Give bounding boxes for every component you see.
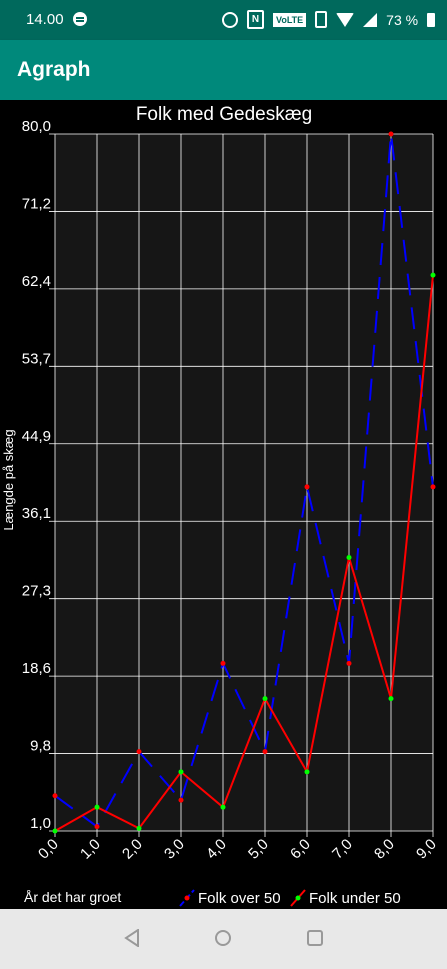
data-point xyxy=(430,484,436,490)
x-tick-label: 4,0 xyxy=(203,836,230,863)
data-point xyxy=(52,793,58,799)
data-point xyxy=(304,484,310,490)
y-tick-label: 62,4 xyxy=(22,273,51,290)
plot-background xyxy=(55,134,433,831)
data-point xyxy=(136,825,142,831)
x-axis-label: År det har groet xyxy=(24,889,121,905)
data-point xyxy=(430,272,436,278)
y-tick-label: 9,8 xyxy=(30,738,51,755)
nav-recents-icon[interactable] xyxy=(307,929,323,947)
app-title: Agraph xyxy=(17,58,91,81)
nfc-icon: N xyxy=(247,10,264,29)
y-tick-label: 1,0 xyxy=(30,815,51,832)
data-point xyxy=(52,828,58,834)
data-point xyxy=(136,749,142,755)
data-point xyxy=(178,797,184,803)
series-line-1 xyxy=(54,133,434,829)
legend-label: Folk over 50 xyxy=(198,890,281,907)
data-point xyxy=(346,660,352,666)
data-point xyxy=(388,131,394,137)
battery-icon xyxy=(427,12,436,27)
y-tick-label: 18,6 xyxy=(22,660,51,677)
legend-label: Folk under 50 xyxy=(309,890,401,907)
legend-marker xyxy=(295,895,301,901)
line-chart: Folk med Gedeskæg Længde på skæg 1,09,81… xyxy=(1,104,440,907)
y-tick-label: 53,7 xyxy=(22,350,51,367)
x-tick-label: 8,0 xyxy=(371,836,398,863)
vibrate-icon xyxy=(315,11,328,28)
data-point xyxy=(220,804,226,810)
data-point xyxy=(346,554,352,560)
x-tick-label: 7,0 xyxy=(329,836,356,863)
status-icons: N VoLTE 73 % xyxy=(222,10,436,29)
series-lines xyxy=(54,133,434,832)
x-tick-label: 3,0 xyxy=(161,836,188,863)
x-tick-label: 5,0 xyxy=(245,836,272,863)
legend: Folk over 50 Folk under 50 xyxy=(179,889,401,907)
wifi-icon xyxy=(336,12,355,27)
data-point xyxy=(304,769,310,775)
data-point xyxy=(94,804,100,810)
signal-icon xyxy=(363,12,378,27)
x-tick-labels: 0,0 1,0 2,0 3,0 4,0 5,0 6,0 7,0 8,0 9,0 xyxy=(35,836,440,863)
x-tick-label: 1,0 xyxy=(77,836,104,863)
volte-icon: VoLTE xyxy=(273,12,307,27)
legend-marker xyxy=(184,895,190,901)
nav-home-icon[interactable] xyxy=(214,929,232,947)
navigation-bar xyxy=(0,909,447,969)
x-tick-label: 6,0 xyxy=(287,836,314,863)
status-bar: 14.00 N VoLTE 73 % xyxy=(0,0,447,40)
y-tick-label: 71,2 xyxy=(22,195,51,212)
y-tick-labels: 1,0 9,8 18,6 27,3 36,1 44,9 53,7 62,4 71,2 80,0 xyxy=(22,118,51,832)
y-tick-label: 44,9 xyxy=(22,428,51,445)
series-markers xyxy=(52,131,436,834)
status-time: 14.00 xyxy=(26,11,64,28)
y-tick-label: 36,1 xyxy=(22,505,51,522)
app-bar: Agraph xyxy=(0,40,447,100)
data-point xyxy=(178,769,184,775)
battery-percent: 73 % xyxy=(386,11,419,28)
y-axis-label: Længde på skæg xyxy=(1,429,16,530)
data-point xyxy=(262,749,268,755)
message-notification-icon xyxy=(73,12,87,26)
chart-area: Folk med Gedeskæg Længde på skæg 1,0 9,8 1… xyxy=(0,100,447,909)
alarm-icon xyxy=(222,11,238,28)
data-point xyxy=(388,696,394,702)
x-tick-label: 0,0 xyxy=(35,836,62,863)
series-line-2 xyxy=(54,275,434,832)
y-tick-label: 27,3 xyxy=(22,583,51,600)
data-point xyxy=(94,824,100,830)
data-point xyxy=(220,660,226,666)
y-tick-label: 80,0 xyxy=(22,118,51,135)
nav-back-icon[interactable] xyxy=(124,929,140,947)
x-tick-label: 2,0 xyxy=(119,836,146,863)
data-point xyxy=(262,696,268,702)
x-tick-label: 9,0 xyxy=(413,836,440,863)
chart-title: Folk med Gedeskæg xyxy=(136,104,312,125)
